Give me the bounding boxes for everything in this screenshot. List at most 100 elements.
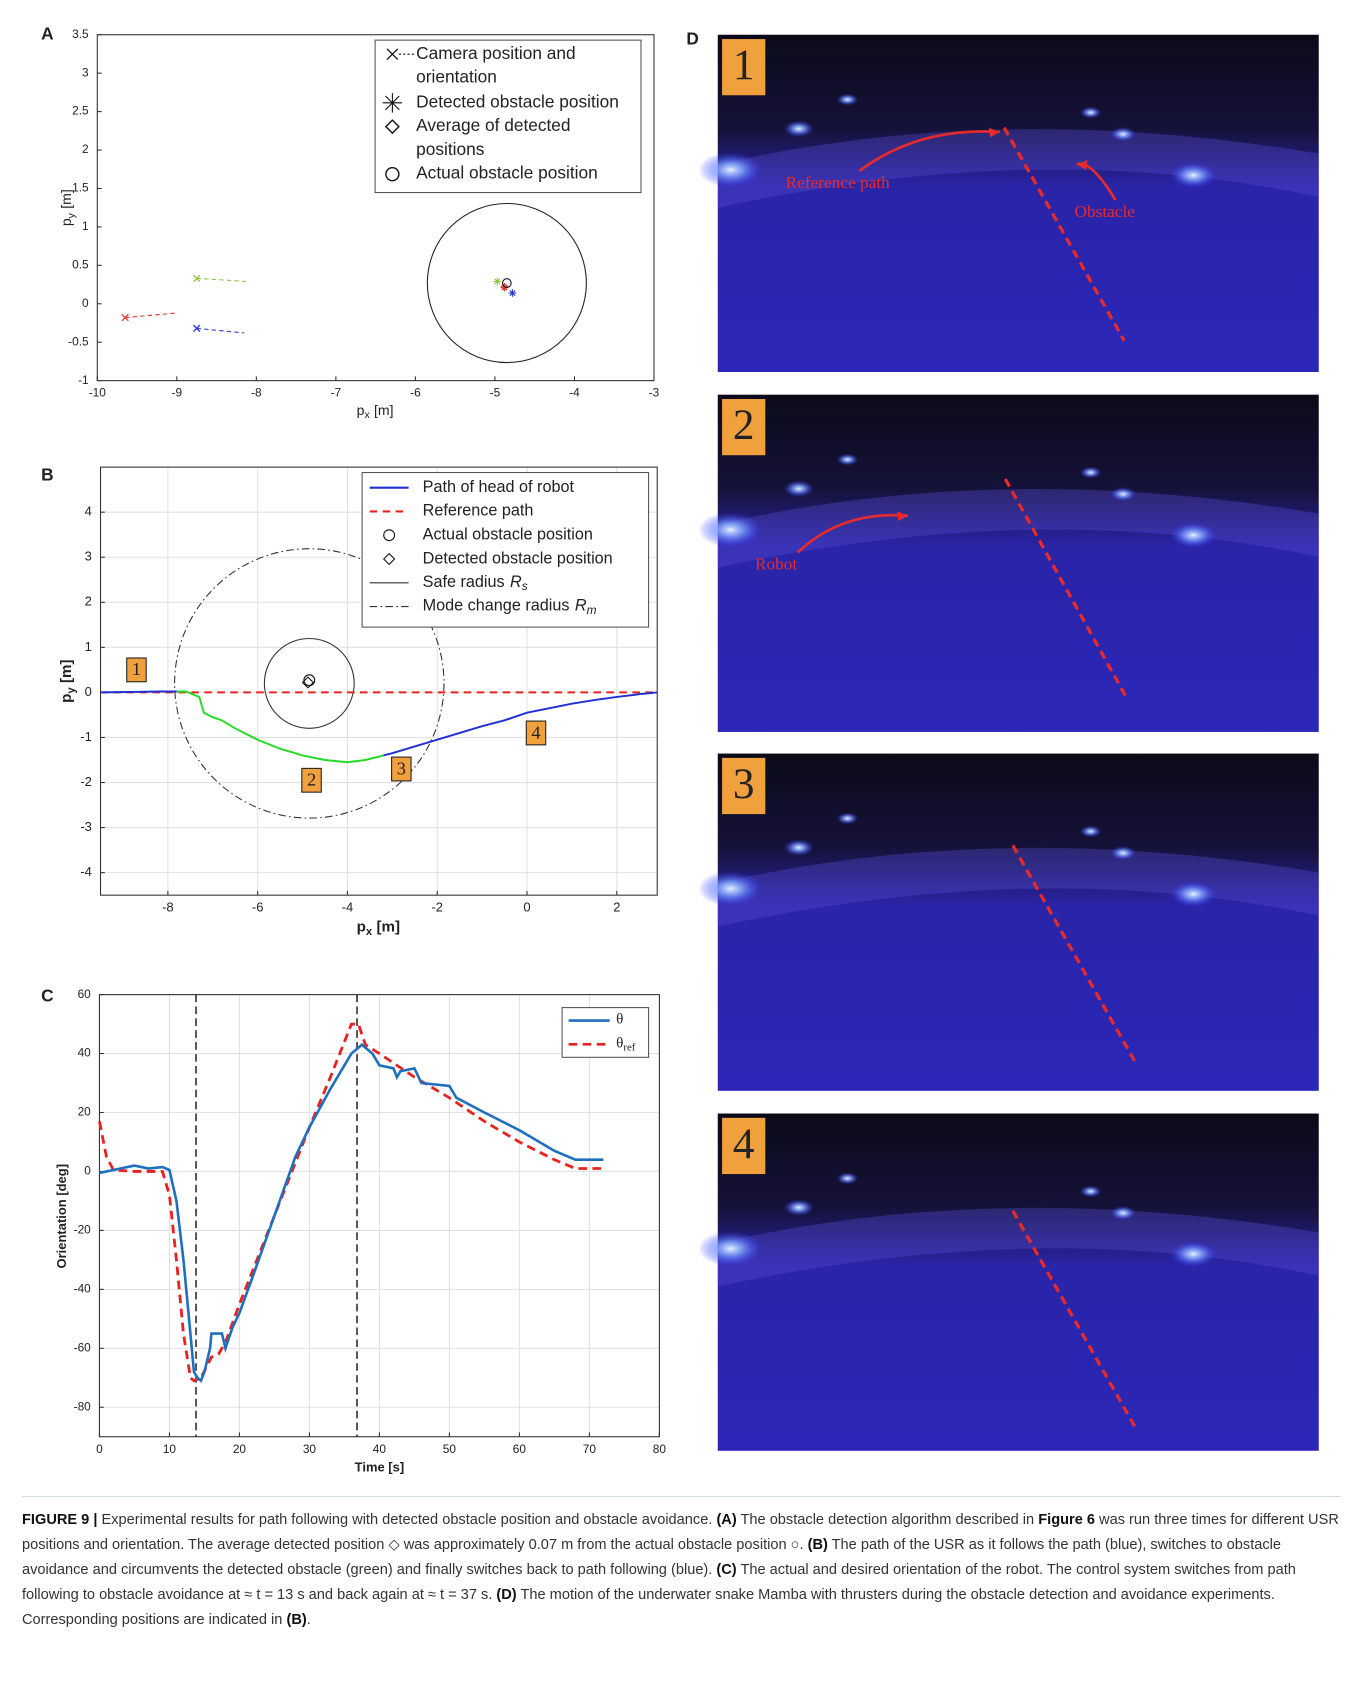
position-label: 3: [397, 758, 406, 778]
caption-bold: (D): [496, 1587, 517, 1603]
series-line: [99, 1043, 604, 1383]
legend-label: Detected obstacle position: [416, 91, 619, 111]
legend-label: Average of detected: [416, 115, 570, 135]
plot-frame: [99, 466, 658, 896]
photo-number-box: [722, 39, 766, 96]
pool-lamp: [783, 480, 814, 498]
pool-lamp: [698, 1230, 764, 1267]
pool-lamp: [1110, 1205, 1137, 1221]
obstacle-radius: [426, 202, 587, 364]
x-stroke: [386, 48, 399, 61]
pool-lamp: [1110, 487, 1137, 502]
camera-position: [121, 313, 129, 322]
detected-obstacle: [493, 277, 502, 286]
x-axis-title: Time [s]: [355, 1459, 405, 1474]
x-stroke: [192, 274, 201, 283]
legend-label: Safe radius Rs: [423, 573, 528, 593]
ylabel-title: py [m]: [58, 189, 77, 226]
ylabel-main: p: [58, 218, 74, 226]
camera-position: [192, 324, 201, 333]
obstacle-marker: [301, 676, 315, 689]
caption-text: .: [306, 1612, 311, 1628]
pool-lamp: [836, 93, 859, 106]
y-tick-label: 4: [85, 504, 92, 519]
y-tick-label: -3: [80, 819, 92, 834]
caption-text: The motion of the underwater snake Mamba…: [22, 1587, 1275, 1628]
ylabel-sub: y: [65, 687, 77, 694]
legend-box: [374, 39, 642, 194]
figure: -10 -9 -8 -7 -6 -5 -4 -3-1-0.500.511.522.533.5A…: [41, 23, 1319, 1474]
camera-orientation: [196, 327, 245, 334]
caption-text: The obstacle detection algorithm describ…: [736, 1512, 1039, 1528]
photo-number: 3: [733, 760, 755, 808]
legend-symbol: [382, 552, 396, 566]
pool-edge: [717, 129, 1319, 208]
photo-number-box: [722, 1117, 766, 1175]
caption-text: The actual and desired orientation of th…: [22, 1562, 1296, 1603]
photo-number-box: [722, 757, 766, 815]
y-tick-label: -1: [80, 729, 92, 744]
ylabel-unit: [m]: [58, 189, 74, 209]
x-tick-label: -7: [331, 386, 342, 400]
legend-label: Camera position and: [416, 43, 575, 63]
legend-label: θref: [616, 1036, 636, 1054]
position-label: 1: [132, 659, 141, 679]
y-tick-label: 0.5: [72, 257, 89, 271]
x-tick-label: 0: [96, 1442, 103, 1456]
annotation-arrowhead: [989, 127, 1000, 138]
asterisk-stroke: [385, 95, 400, 111]
xlabel-unit: [m]: [377, 919, 401, 936]
caption-bold: (A): [716, 1512, 737, 1528]
legend-symbol-text: R: [510, 573, 522, 591]
y-tick-label: -60: [74, 1340, 92, 1354]
ylabel-unit: [m]: [58, 659, 75, 683]
pool-lamp: [836, 453, 859, 466]
legend-name: θ: [616, 1036, 623, 1052]
photo-annotation: Obstacle: [1074, 202, 1135, 221]
annotation-arrow: [858, 130, 1000, 173]
pool-edge: [717, 1207, 1319, 1287]
x-tick-label: 80: [653, 1442, 667, 1456]
position-label: 4: [531, 722, 540, 742]
panel-label: B: [41, 464, 53, 484]
pool-lamp: [698, 870, 764, 907]
pool-edge: [717, 489, 1319, 568]
photo-background: [717, 753, 1319, 1091]
y-tick-label: 60: [78, 987, 92, 1001]
position-label: 2: [307, 770, 316, 790]
pool-lamp: [783, 839, 814, 856]
x-stroke: [121, 313, 129, 322]
pool-lamp: [1079, 466, 1102, 479]
caption-text: Experimental results for path following …: [97, 1512, 717, 1528]
legend-symbol-text: R: [575, 597, 587, 615]
y-tick-label: 0: [82, 296, 89, 310]
photo-background: [717, 1113, 1319, 1451]
photo-background: [717, 394, 1319, 732]
photo-annotation: Reference path: [786, 173, 890, 192]
y-axis-title: Orientation [deg]: [54, 1164, 69, 1268]
caption-separator: [22, 1496, 1340, 1497]
detected-obstacle: [508, 289, 517, 297]
photo: 3: [698, 753, 1319, 1091]
y-tick-label: 3.5: [72, 27, 89, 41]
photo-annotation: Robot: [755, 554, 797, 573]
y-tick-label: 3: [82, 65, 89, 79]
position-box: [525, 720, 547, 746]
series-line: [98, 1022, 604, 1383]
panel-label: C: [41, 985, 53, 1005]
pool-lamp: [698, 152, 764, 188]
y-tick-label: -4: [80, 864, 92, 879]
x-tick-label: -6: [410, 386, 421, 400]
position-box: [301, 767, 322, 793]
caption: FIGURE 9 | Experimental results for path…: [22, 1508, 1340, 1633]
pool-lamp: [698, 511, 764, 548]
ylabel-sub: y: [65, 212, 77, 218]
legend-name: Safe radius: [423, 573, 505, 591]
photo: 1 Reference path Obstacle: [698, 34, 1319, 372]
plot-frame: [98, 994, 660, 1438]
legend-label: orientation: [416, 67, 497, 87]
xlabel-main: p: [357, 919, 366, 936]
obstacle-marker: [303, 674, 316, 687]
y-tick-label: -40: [74, 1281, 92, 1295]
